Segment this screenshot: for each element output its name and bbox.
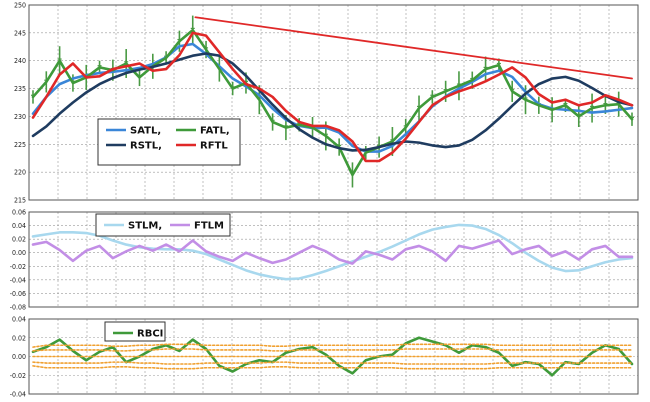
legend-label-ftlm: FTLM	[194, 221, 224, 232]
y-tick-label: 0.00	[12, 353, 26, 361]
y-tick-label: 240	[14, 57, 26, 65]
y-tick-label: 215	[14, 197, 26, 205]
legend: SATL, FATL, RSTL, RFTL	[97, 118, 241, 166]
legend-box	[104, 321, 166, 342]
series-line-upper-mid-band	[32, 348, 633, 352]
legend: RBCI	[104, 321, 166, 342]
y-tick-label: 225	[14, 141, 26, 149]
y-tick-label: -0.02	[10, 372, 26, 380]
y-tick-label: -0.06	[10, 290, 26, 298]
series-line-stlm	[31, 223, 634, 281]
series-line-lower-mid-band	[32, 361, 633, 365]
y-tick-label: -0.08	[10, 304, 26, 312]
y-tick-label: 0.02	[12, 236, 26, 244]
y-tick-label: 0.02	[12, 334, 26, 342]
y-tick-label: 250	[14, 2, 26, 10]
y-tick-label: 230	[14, 113, 26, 121]
legend-label-fatl: FATL,	[200, 126, 230, 137]
momentum-panel: 0.06 0.04 0.02 0.00 -0.02 -0.04 -0.06 -0.08 STLM…	[10, 209, 639, 312]
legend-label-satl: SATL,	[130, 126, 161, 137]
legend: STLM, FTLM	[95, 213, 231, 237]
plot-frame	[28, 318, 639, 395]
plot-frame	[28, 4, 639, 201]
y-tick-label: 220	[14, 169, 26, 177]
y-tick-label: 0.00	[12, 249, 26, 257]
legend-label-rftl: RFTL	[200, 141, 228, 152]
y-tick-label: -0.04	[10, 391, 26, 399]
plot-area	[29, 5, 638, 200]
y-tick-label: 0.04	[12, 316, 26, 324]
legend-box	[95, 213, 231, 237]
series-line-rftl	[31, 31, 634, 163]
price-panel: 250 245 240 235 230 225 220 215 SATL, FATL, RSTL, R…	[14, 2, 639, 205]
y-tick-label: 245	[14, 29, 26, 37]
y-tick-label: -0.04	[10, 276, 26, 284]
legend-label-rstl: RSTL,	[130, 141, 162, 152]
series-line-lower-band	[32, 365, 633, 370]
y-tick-label: 0.04	[12, 222, 26, 230]
legend-label-rbci: RBCI	[137, 329, 163, 340]
series-line-rstl	[31, 52, 634, 152]
y-tick-label: 235	[14, 85, 26, 93]
oscillator-panel: 0.04 0.02 0.00 -0.02 -0.04 RBCI	[10, 316, 639, 399]
y-tick-label: 0.06	[12, 209, 26, 217]
legend-label-stlm: STLM,	[128, 221, 162, 232]
series-line-upper-band	[32, 343, 633, 348]
y-tick-label: -0.02	[10, 263, 26, 271]
plot-frame	[28, 211, 639, 308]
series-line-ftlm	[31, 239, 634, 265]
legend-box	[97, 118, 241, 166]
series-line-trend	[194, 16, 633, 80]
